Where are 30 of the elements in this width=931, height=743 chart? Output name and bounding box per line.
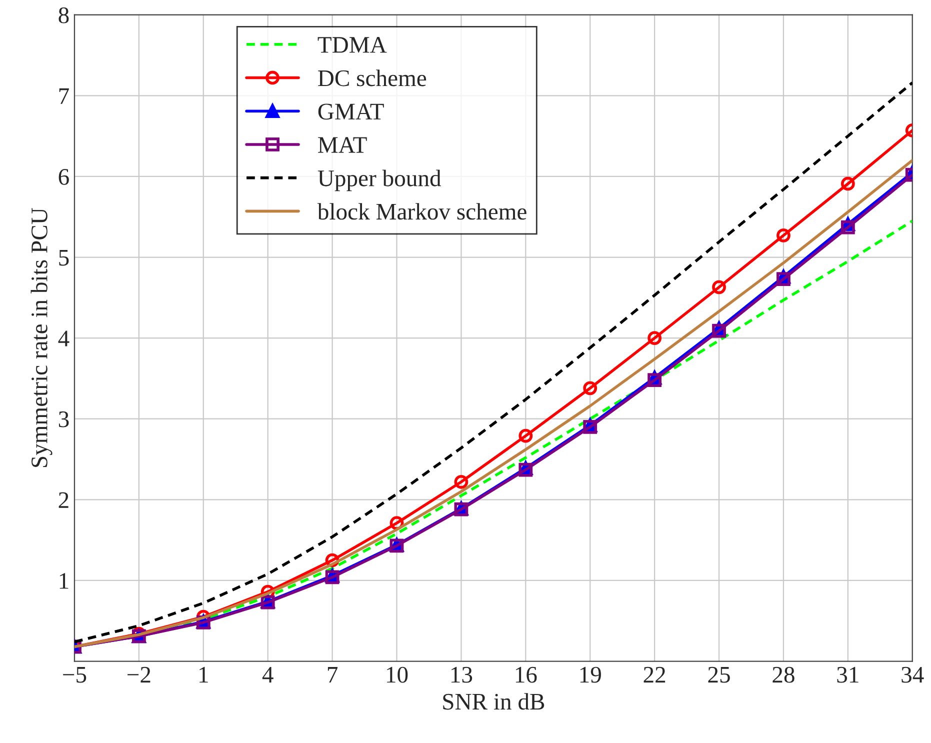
- y-tick-label: 2: [58, 492, 68, 508]
- x-tick-label: 7: [328, 667, 338, 683]
- legend-label: MAT: [318, 137, 367, 153]
- y-tick-label: 7: [59, 88, 69, 104]
- x-tick-label: 13: [451, 666, 472, 683]
- x-tick-label: 10: [387, 666, 408, 683]
- legend-label: TDMA: [318, 37, 387, 53]
- y-tick-label: 8: [58, 7, 69, 24]
- legend-label: GMAT: [318, 104, 384, 120]
- x-tick-label: 34: [902, 666, 924, 683]
- x-tick-label: 22: [644, 666, 666, 683]
- legend-label: block Markov scheme: [317, 203, 526, 220]
- legend-label: Upper bound: [318, 170, 442, 192]
- x-tick-label: 16: [516, 666, 537, 683]
- y-tick-label: 4: [58, 330, 70, 346]
- x-tick-label: −5: [63, 667, 86, 683]
- y-tick-label: 6: [58, 169, 69, 185]
- x-tick-label: 19: [580, 666, 601, 683]
- x-tick-label: 25: [708, 666, 730, 683]
- y-tick-label: 3: [58, 411, 69, 428]
- x-tick-label: 4: [262, 666, 274, 683]
- x-axis-title: SNR in dB: [443, 693, 544, 710]
- y-tick-label: 5: [59, 250, 69, 266]
- y-tick-label: 1: [60, 573, 68, 589]
- x-tick-label: −2: [128, 666, 150, 683]
- legend-label: DC scheme: [318, 70, 426, 86]
- x-tick-label: 1: [200, 666, 208, 683]
- y-axis-title: Symmetric rate in bits PCU: [30, 208, 52, 467]
- x-tick-label: 28: [772, 666, 794, 683]
- x-tick-label: 31: [837, 666, 858, 683]
